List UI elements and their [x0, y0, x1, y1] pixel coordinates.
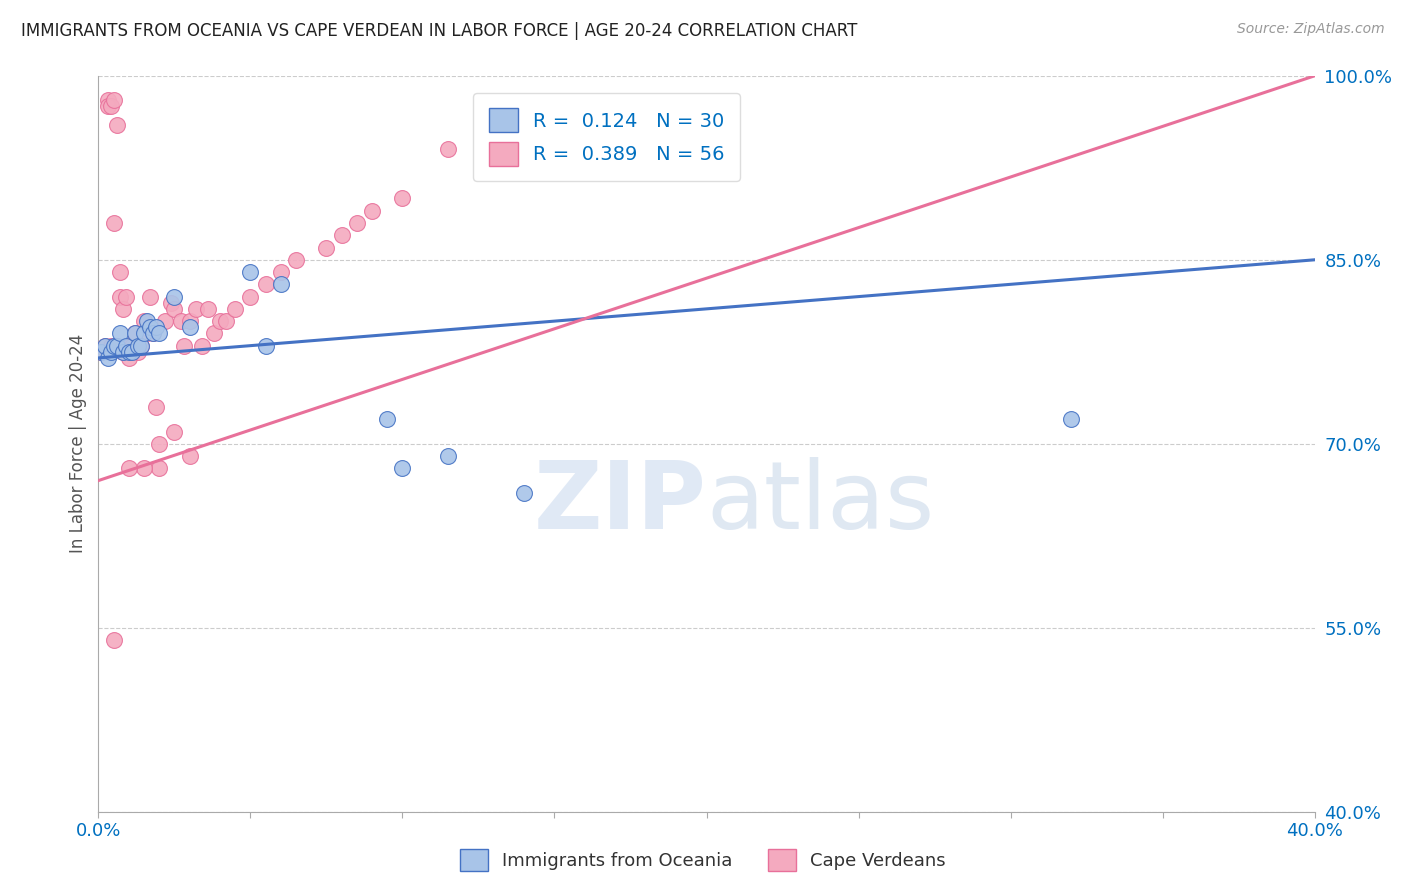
Point: [103, 338, 125, 352]
Point: [100, 99, 122, 113]
Point: [136, 314, 159, 328]
Point: [375, 412, 398, 426]
Point: [96, 93, 118, 107]
Point: [391, 461, 413, 475]
Point: [160, 295, 183, 310]
Point: [285, 252, 308, 267]
Point: [1060, 412, 1083, 426]
Point: [330, 228, 353, 243]
Point: [105, 338, 128, 352]
Point: [315, 240, 337, 255]
Point: [437, 449, 460, 463]
Point: [254, 338, 277, 352]
Point: [132, 461, 155, 475]
Legend: Immigrants from Oceania, Cape Verdeans: Immigrants from Oceania, Cape Verdeans: [453, 842, 953, 879]
Point: [169, 314, 191, 328]
Point: [103, 216, 125, 230]
Point: [132, 326, 155, 341]
Point: [136, 326, 159, 341]
Point: [239, 289, 262, 303]
Point: [145, 320, 167, 334]
Point: [191, 338, 214, 352]
Point: [139, 289, 162, 303]
Point: [114, 338, 136, 352]
Point: [103, 633, 125, 648]
Point: [142, 326, 165, 341]
Point: [96, 99, 118, 113]
Point: [270, 265, 292, 279]
Point: [93, 338, 115, 352]
Point: [163, 301, 186, 316]
Point: [90, 344, 112, 359]
Point: [108, 326, 131, 341]
Text: atlas: atlas: [707, 457, 935, 549]
Point: [179, 449, 201, 463]
Y-axis label: In Labor Force | Age 20-24: In Labor Force | Age 20-24: [69, 334, 87, 553]
Point: [202, 326, 225, 341]
Point: [437, 143, 460, 157]
Point: [179, 314, 201, 328]
Point: [184, 301, 207, 316]
Point: [148, 461, 170, 475]
Text: Source: ZipAtlas.com: Source: ZipAtlas.com: [1237, 22, 1385, 37]
Point: [108, 289, 131, 303]
Point: [111, 344, 134, 359]
Point: [173, 338, 195, 352]
Point: [111, 344, 134, 359]
Text: IMMIGRANTS FROM OCEANIA VS CAPE VERDEAN IN LABOR FORCE | AGE 20-24 CORRELATION C: IMMIGRANTS FROM OCEANIA VS CAPE VERDEAN …: [21, 22, 858, 40]
Point: [111, 301, 134, 316]
Point: [145, 400, 167, 414]
Point: [114, 289, 136, 303]
Point: [124, 326, 146, 341]
Point: [103, 93, 125, 107]
Point: [142, 326, 165, 341]
Point: [270, 277, 292, 292]
Point: [118, 344, 141, 359]
Point: [129, 338, 152, 352]
Point: [124, 326, 146, 341]
Point: [215, 314, 238, 328]
Point: [132, 314, 155, 328]
Point: [163, 289, 186, 303]
Point: [100, 338, 122, 352]
Point: [513, 485, 536, 500]
Point: [239, 265, 262, 279]
Point: [90, 344, 112, 359]
Legend: R =  0.124   N = 30, R =  0.389   N = 56: R = 0.124 N = 30, R = 0.389 N = 56: [472, 93, 741, 181]
Point: [163, 425, 186, 439]
Point: [127, 338, 149, 352]
Point: [93, 338, 115, 352]
Point: [254, 277, 277, 292]
Point: [197, 301, 219, 316]
Point: [224, 301, 246, 316]
Point: [118, 338, 141, 352]
Point: [148, 437, 170, 451]
Point: [105, 338, 128, 352]
Point: [105, 118, 128, 132]
Point: [179, 320, 201, 334]
Point: [391, 192, 413, 206]
Point: [96, 351, 118, 365]
Point: [148, 326, 170, 341]
Text: ZIP: ZIP: [534, 457, 707, 549]
Point: [118, 461, 141, 475]
Point: [346, 216, 368, 230]
Point: [121, 338, 143, 352]
Point: [155, 314, 177, 328]
Point: [108, 265, 131, 279]
Point: [209, 314, 232, 328]
Point: [139, 320, 162, 334]
Point: [100, 344, 122, 359]
Point: [118, 351, 141, 365]
Point: [121, 344, 143, 359]
Point: [361, 203, 384, 218]
Point: [129, 338, 152, 352]
Point: [127, 344, 149, 359]
